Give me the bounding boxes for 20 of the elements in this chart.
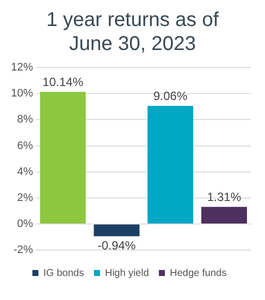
y-tick-label: 0% (17, 218, 34, 230)
y-tick-label: -2% (13, 244, 34, 256)
data-label: -0.94% (98, 238, 136, 252)
bar (148, 106, 194, 224)
data-label: 1.31% (207, 190, 242, 204)
legend-label: Hedge funds (170, 268, 227, 279)
y-tick-label: 6% (17, 140, 34, 152)
legend-label: High yield (104, 268, 149, 279)
chart-title: 1 year returns as of June 30, 2023 (45, 8, 220, 56)
y-tick-label: 8% (17, 114, 34, 126)
bar (201, 206, 247, 224)
y-tick-label: 2% (17, 192, 34, 204)
bar (94, 224, 140, 236)
y-tick-label: 10% (10, 88, 34, 100)
bar (40, 92, 86, 224)
legend-label: IG bonds (43, 268, 84, 279)
y-tick-label: 4% (17, 166, 34, 178)
data-label: 10.14% (42, 75, 84, 90)
data-label: 9.06% (153, 89, 188, 104)
y-tick-label: 12% (10, 62, 34, 74)
